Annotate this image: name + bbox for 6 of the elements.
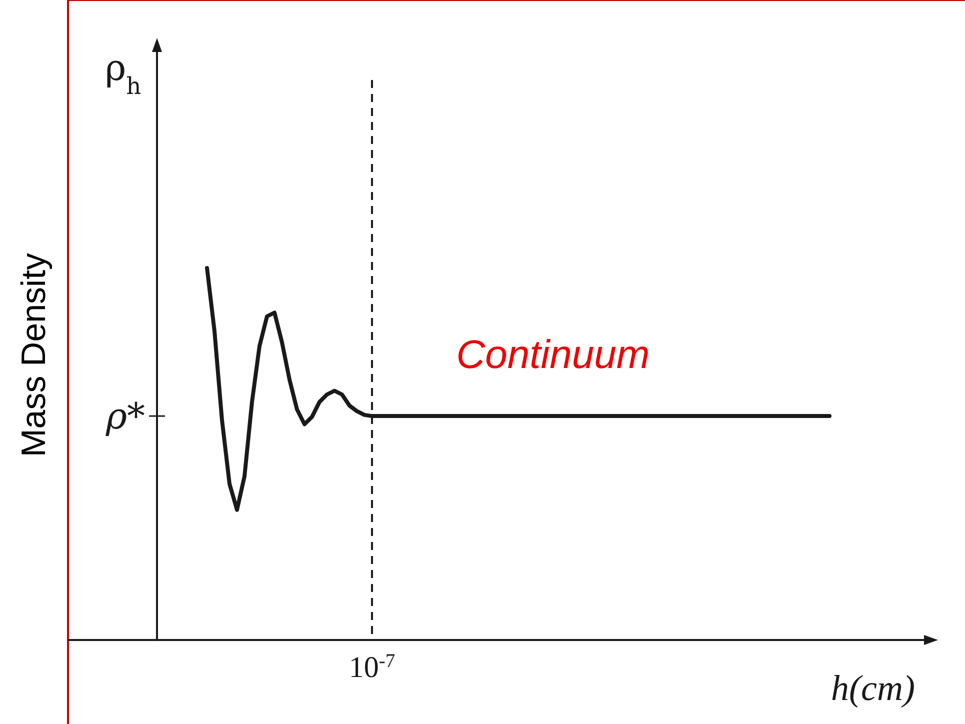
ref-line-label: ρ* [104,396,145,438]
x-axis-title: h(cm) [831,668,915,708]
text: ρ$_{h}$ [105,48,142,100]
text: 10$^{-7}$ [348,650,396,684]
y-axis-title: Mass Density [15,252,53,458]
annotation: Continuum [456,333,650,377]
